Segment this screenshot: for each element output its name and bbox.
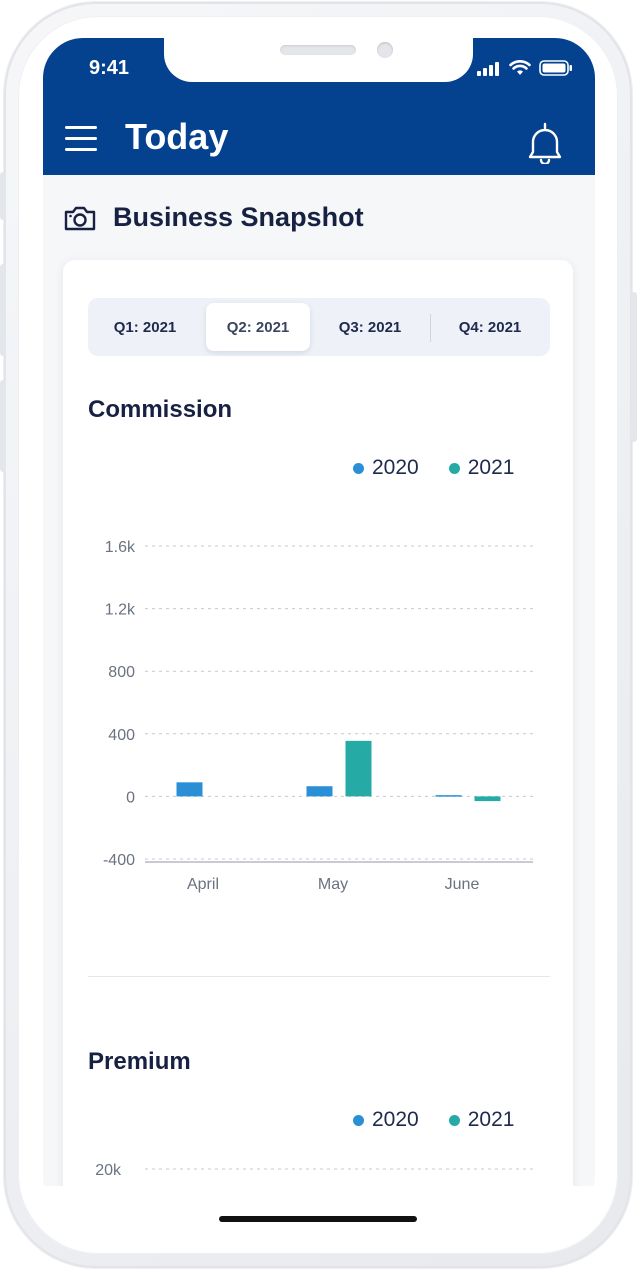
commission-legend: 2020 2021 xyxy=(353,456,514,480)
legend-dot-2020 xyxy=(353,462,364,474)
front-camera xyxy=(377,42,393,58)
hamburger-menu-icon[interactable] xyxy=(65,126,97,152)
y-tick-label: -400 xyxy=(103,852,135,869)
tab-q3-2021[interactable]: Q3: 2021 xyxy=(338,318,402,336)
commission-chart: -400 0 400 800 1.2k 1.6k April May June xyxy=(103,539,533,893)
premium-legend: 2020 2021 xyxy=(353,1108,514,1132)
section-header: Business Snapshot xyxy=(63,202,364,233)
earpiece-speaker xyxy=(280,45,356,55)
legend-item-2020: 2020 xyxy=(353,1108,419,1132)
legend-item-2021: 2021 xyxy=(448,1108,515,1132)
volume-up-button xyxy=(0,264,6,356)
signal-icon xyxy=(477,62,499,76)
x-tick-label: April xyxy=(187,876,219,893)
mute-switch xyxy=(0,172,6,220)
battery-icon xyxy=(539,60,572,76)
bar-2021-may[interactable] xyxy=(345,740,372,797)
home-indicator[interactable] xyxy=(219,1216,417,1222)
bar-2020-june[interactable] xyxy=(435,795,462,797)
x-tick-label: June xyxy=(445,876,480,893)
y-tick-label: 1.2k xyxy=(105,602,136,619)
power-button xyxy=(631,292,637,442)
page-title: Today xyxy=(125,116,229,157)
y-tick-label: 400 xyxy=(108,727,135,744)
legend-dot-2021 xyxy=(448,462,460,474)
legend-dot-2021 xyxy=(448,1114,460,1126)
premium-chart: 20k xyxy=(95,1162,533,1179)
tab-q2-2021[interactable]: Q2: 2021 xyxy=(206,303,310,351)
bottom-safe-area xyxy=(43,1186,595,1232)
premium-title: Premium xyxy=(88,1048,191,1075)
legend-label-2021: 2021 xyxy=(467,456,515,479)
camera-icon xyxy=(64,206,96,230)
tab-q1-2021[interactable]: Q1: 2021 xyxy=(113,318,177,336)
section-divider xyxy=(88,976,550,977)
tab-q4-2021[interactable]: Q4: 2021 xyxy=(458,318,522,336)
snapshot-card: Q1: 2021 Q2: 2021 Q3: 2021 Q4: 2021 Comm… xyxy=(63,260,573,1232)
y-tick-label: 1.6k xyxy=(105,539,136,556)
y-tick-label: 20k xyxy=(95,1162,122,1179)
legend-dot-2020 xyxy=(353,1114,364,1126)
bar-2020-may[interactable] xyxy=(306,786,333,797)
legend-item-2021: 2021 xyxy=(448,456,515,480)
bar-2020-april[interactable] xyxy=(176,782,203,797)
section-title: Business Snapshot xyxy=(113,202,364,232)
bar-2021-june[interactable] xyxy=(474,796,501,802)
y-tick-label: 0 xyxy=(126,789,135,806)
legend-label-2020: 2020 xyxy=(372,456,419,479)
y-tick-label: 800 xyxy=(108,664,135,681)
legend-label-2021: 2021 xyxy=(467,1108,515,1131)
x-tick-label: May xyxy=(318,876,348,893)
legend-item-2020: 2020 xyxy=(353,456,419,480)
status-icons xyxy=(477,60,573,76)
bell-icon[interactable] xyxy=(527,122,563,164)
app-screen: 9:41 Today xyxy=(43,38,595,1232)
top-app-bar: 9:41 Today xyxy=(43,38,595,175)
quarter-tabs: Q1: 2021 Q2: 2021 Q3: 2021 Q4: 2021 xyxy=(88,298,550,356)
tab-divider xyxy=(430,314,431,342)
legend-label-2020: 2020 xyxy=(372,1108,419,1131)
status-time: 9:41 xyxy=(89,57,130,79)
wifi-icon xyxy=(509,60,531,75)
commission-title: Commission xyxy=(88,396,233,423)
volume-down-button xyxy=(0,380,6,472)
